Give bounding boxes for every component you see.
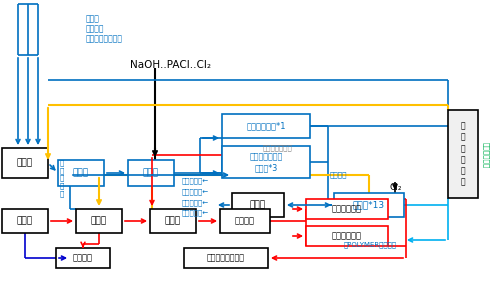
Text: 濃縮池: 濃縮池 [165, 216, 181, 225]
Bar [76, 209, 122, 233]
Text: 快混池: 快混池 [143, 169, 159, 178]
Text: 沉澱池: 沉澱池 [91, 216, 107, 225]
Text: 翡翠高及東勢坑溪: 翡翠高及東勢坑溪 [86, 34, 123, 43]
Text: 原水池: 原水池 [17, 158, 33, 167]
Text: 瑪鋉溪: 瑪鋉溪 [86, 14, 100, 23]
Bar [448, 110, 478, 198]
Text: 送國家新城←: 送國家新城← [182, 189, 209, 195]
Bar [222, 114, 310, 138]
Bar [184, 248, 268, 268]
Bar [2, 148, 48, 178]
Bar [306, 199, 388, 219]
Text: 濾液回收: 濾液回收 [329, 172, 347, 178]
Text: 反
洗
水
回
收
池: 反 洗 水 回 收 池 [460, 122, 466, 186]
Text: Cl₂: Cl₂ [390, 183, 402, 192]
Text: 脈動式沉澱池*1: 脈動式沉澱池*1 [246, 121, 286, 130]
Text: 送基隆市區←: 送基隆市區← [182, 200, 209, 206]
Text: 分水井: 分水井 [73, 169, 89, 178]
Bar [150, 209, 196, 233]
Text: 廢水排放: 廢水排放 [73, 253, 93, 262]
Text: 污泥餅委外再利用: 污泥餅委外再利用 [207, 253, 245, 262]
Text: 清水池: 清水池 [250, 201, 266, 210]
Text: 反沖洗水回收: 反沖洗水回收 [482, 142, 490, 168]
Bar [58, 160, 104, 186]
Text: 送安樂社區←: 送安樂社區← [182, 178, 209, 184]
Text: 藍山水庫: 藍山水庫 [86, 24, 104, 33]
Text: 濃污泥槽: 濃污泥槽 [235, 216, 255, 225]
Text: 刮泥機污泥排放: 刮泥機污泥排放 [263, 145, 293, 151]
Text: 送六堵汐止←: 送六堵汐止← [182, 210, 209, 216]
Text: 廢水池: 廢水池 [17, 216, 33, 225]
Bar [56, 248, 110, 268]
Text: 快濾池*13: 快濾池*13 [353, 201, 385, 210]
Bar [232, 193, 284, 217]
Text: 板框式脫水機: 板框式脫水機 [332, 205, 362, 214]
Bar [222, 146, 310, 178]
Text: 含POLYMER濾液排放: 含POLYMER濾液排放 [344, 242, 397, 248]
Bar [306, 226, 388, 246]
Text: NaOH..PACl..Cl₂: NaOH..PACl..Cl₂ [130, 60, 211, 70]
Text: 上
澄
液
回
收: 上 澄 液 回 收 [60, 160, 64, 196]
Bar [220, 209, 270, 233]
Text: 帶濾式脫水機: 帶濾式脫水機 [332, 232, 362, 241]
Text: 固體接觸反應式
沉澱池*3: 固體接觸反應式 沉澱池*3 [250, 152, 282, 172]
Bar [334, 193, 404, 217]
Bar [128, 160, 174, 186]
Bar [2, 209, 48, 233]
